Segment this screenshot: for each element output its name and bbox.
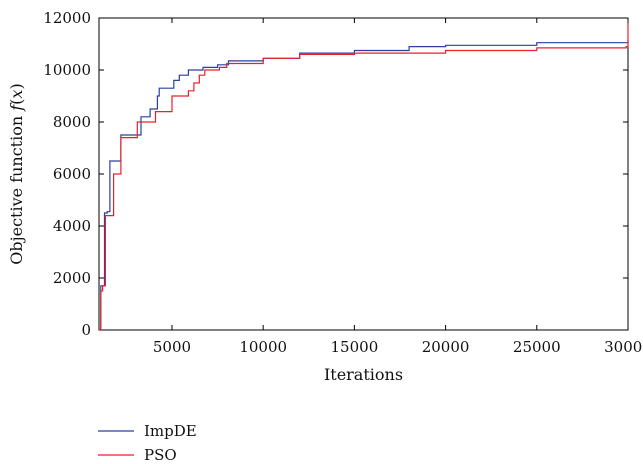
x-tick-label: 25000 bbox=[513, 338, 561, 356]
y-tick-label: 10000 bbox=[43, 61, 91, 79]
legend-label: PSO bbox=[144, 446, 177, 464]
y-tick-label: 4000 bbox=[53, 217, 91, 235]
legend-label: ImpDE bbox=[144, 422, 197, 440]
x-axis-label: Iterations bbox=[324, 365, 403, 384]
y-axis-label: Objective function f(x) bbox=[7, 83, 26, 264]
series-line-pso bbox=[99, 23, 629, 331]
y-tick-label: 2000 bbox=[53, 269, 91, 287]
y-tick-label: 0 bbox=[81, 321, 91, 339]
y-tick-label: 6000 bbox=[53, 165, 91, 183]
y-tick-label: 12000 bbox=[43, 9, 91, 27]
x-tick-label: 15000 bbox=[331, 338, 379, 356]
plot-frame bbox=[98, 17, 629, 331]
x-tick-label: 5000 bbox=[153, 338, 191, 356]
legend: ImpDE PSO bbox=[98, 422, 197, 464]
series-layer bbox=[99, 23, 629, 331]
x-tick-label: 20000 bbox=[422, 338, 470, 356]
y-tick-label: 8000 bbox=[53, 113, 91, 131]
series-line-impde bbox=[99, 40, 629, 331]
x-tick-label: 10000 bbox=[239, 338, 287, 356]
